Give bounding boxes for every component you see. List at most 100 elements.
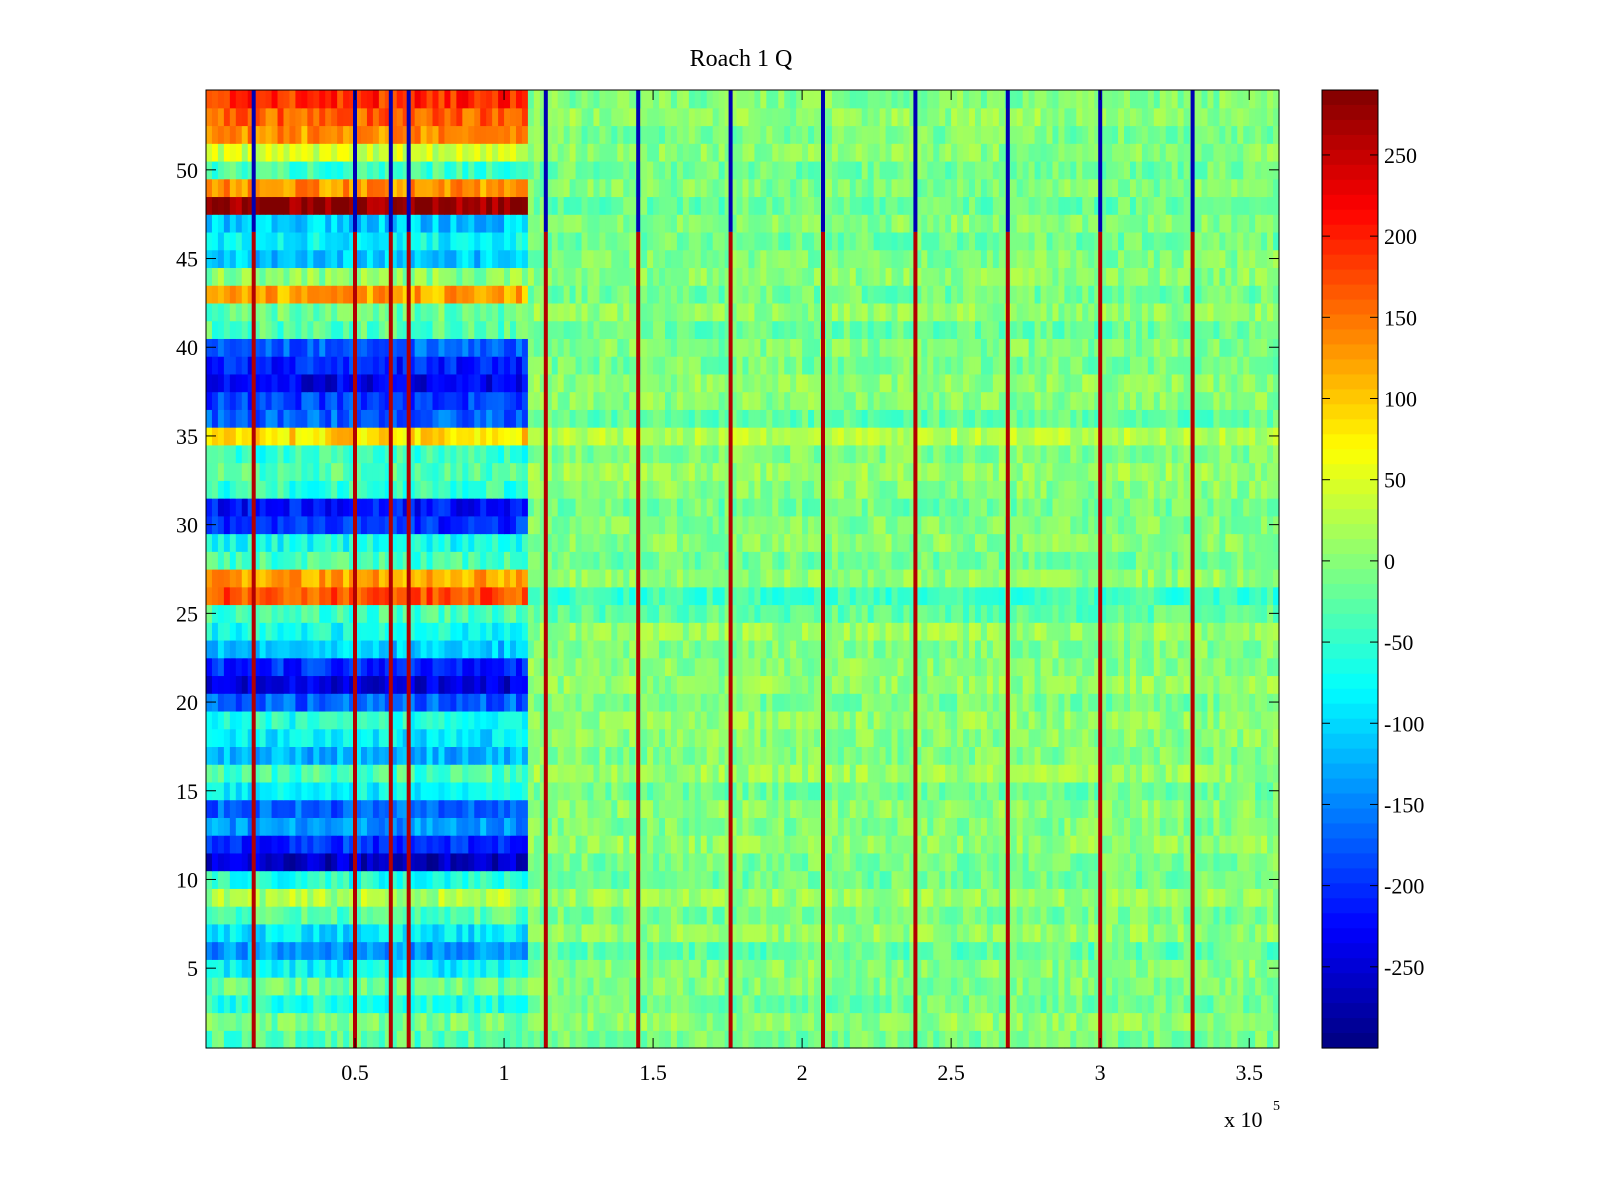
heatmap-cell <box>372 728 380 748</box>
heatmap-cell <box>843 586 851 606</box>
heatmap-cell <box>331 799 338 818</box>
heatmap-cell <box>462 1012 469 1031</box>
heatmap-cell <box>939 675 946 694</box>
heatmap-cell <box>1064 781 1071 801</box>
heatmap-cell <box>885 906 893 925</box>
heatmap-cell <box>343 551 350 570</box>
heatmap-cell <box>325 906 332 925</box>
heatmap-cell <box>241 710 249 730</box>
heatmap-cell <box>1016 728 1024 748</box>
heatmap-cell <box>593 746 601 765</box>
heatmap-cell <box>217 852 225 872</box>
heatmap-cell <box>784 764 791 783</box>
heatmap-cell <box>206 657 213 677</box>
heatmap-cell <box>957 728 964 748</box>
heatmap-cell <box>313 551 320 570</box>
heatmap-cell <box>1231 728 1238 748</box>
heatmap-cell <box>492 586 499 606</box>
heatmap-cell <box>1141 728 1149 748</box>
heatmap-cell <box>760 906 767 925</box>
heatmap-cell <box>939 870 946 889</box>
heatmap-cell <box>1118 906 1125 925</box>
heatmap-cell <box>963 959 970 978</box>
heatmap-cell <box>998 781 1006 801</box>
heatmap-cell <box>724 710 732 730</box>
heatmap-cell <box>825 941 833 960</box>
heatmap-cell <box>867 551 875 570</box>
heatmap-cell <box>1064 977 1071 996</box>
heatmap-cell <box>241 994 249 1014</box>
heatmap-cell <box>1147 781 1155 801</box>
heatmap-cell <box>623 604 630 623</box>
heatmap-cell <box>468 586 475 606</box>
heatmap-cell <box>1255 675 1262 694</box>
heatmap-cell <box>754 675 761 694</box>
heatmap-cell <box>307 799 314 818</box>
heatmap-cell <box>766 551 773 570</box>
heatmap-cell <box>1100 586 1107 606</box>
heatmap-cell <box>325 675 332 694</box>
heatmap-cell <box>1225 977 1232 996</box>
heatmap-cell <box>1070 764 1077 783</box>
heatmap-cell <box>575 1012 583 1031</box>
heatmap-cell <box>748 675 756 694</box>
heatmap-cell <box>384 675 392 694</box>
heatmap-cell <box>802 799 809 818</box>
heatmap-cell <box>760 977 767 996</box>
heatmap-cell <box>766 1012 773 1031</box>
heatmap-cell <box>289 746 297 765</box>
heatmap-cell <box>366 870 374 889</box>
heatmap-cell <box>903 994 911 1014</box>
heatmap-cell <box>438 728 446 748</box>
heatmap-cell <box>1225 799 1232 818</box>
heatmap-cell <box>349 1012 356 1031</box>
heatmap-cell <box>283 657 291 677</box>
heatmap-cell <box>563 586 571 606</box>
heatmap-cell <box>355 604 362 623</box>
heatmap-cell <box>569 799 577 818</box>
heatmap-cell <box>974 604 982 623</box>
heatmap-cell <box>1201 835 1209 854</box>
heatmap-cell <box>1183 781 1191 801</box>
heatmap-cell <box>301 852 308 872</box>
heatmap-cell <box>223 941 231 960</box>
heatmap-cell <box>825 906 833 925</box>
heatmap-cell <box>307 586 314 606</box>
heatmap-cell <box>748 693 756 712</box>
heatmap-cell <box>682 977 690 996</box>
heatmap-cell <box>963 675 970 694</box>
heatmap-cell <box>694 923 702 943</box>
heatmap-cell <box>790 746 797 765</box>
heatmap-cell <box>1261 728 1268 748</box>
heatmap-cell <box>921 764 928 783</box>
heatmap-cell <box>974 941 982 960</box>
heatmap-cell <box>784 693 791 712</box>
heatmap-cell <box>796 923 803 943</box>
heatmap-cell <box>903 586 911 606</box>
heatmap-cell <box>736 870 744 889</box>
heatmap-cell <box>295 569 302 588</box>
heatmap-cell <box>1040 622 1048 641</box>
heatmap-cell <box>1040 569 1048 588</box>
heatmap-cell <box>623 728 630 748</box>
heatmap-cell <box>1213 622 1220 641</box>
heatmap-cell <box>903 639 911 659</box>
heatmap-cell <box>480 551 487 570</box>
heatmap-cell <box>688 852 696 872</box>
heatmap-cell <box>426 693 434 712</box>
heatmap-cell <box>1082 959 1089 978</box>
heatmap-cell <box>426 551 434 570</box>
heatmap-cell <box>772 888 779 907</box>
heatmap-cell <box>951 551 958 570</box>
heatmap-cell <box>402 835 410 854</box>
heatmap-cell <box>885 1030 893 1049</box>
heatmap-cell <box>444 693 451 712</box>
heatmap-cell <box>1129 728 1137 748</box>
heatmap-cell <box>1159 817 1167 836</box>
heatmap-cell <box>480 1012 487 1031</box>
heatmap-cell <box>951 764 958 783</box>
heatmap-cell <box>885 994 893 1014</box>
heatmap-cell <box>1028 1030 1036 1049</box>
heatmap-cell <box>1207 586 1215 606</box>
heatmap-cell <box>1082 906 1089 925</box>
